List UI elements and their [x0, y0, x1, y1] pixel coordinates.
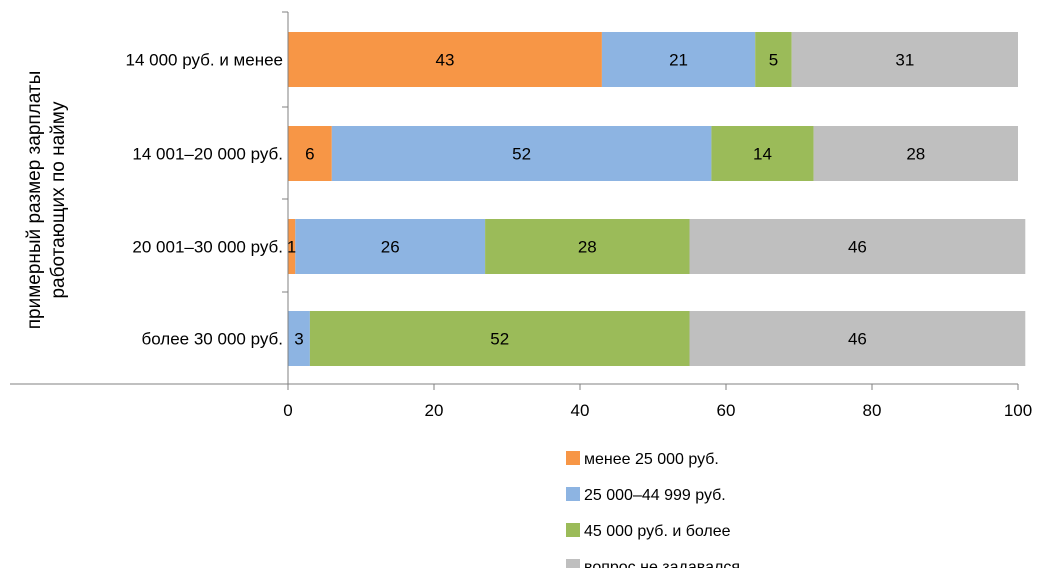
- category-label: 14 000 руб. и менее: [125, 51, 283, 70]
- legend-label: 25 000–44 999 руб.: [584, 487, 726, 504]
- bar-segment: [288, 311, 310, 366]
- bar-segment: [689, 311, 1026, 366]
- bar-segment: [295, 219, 486, 274]
- legend-label: 45 000 руб. и более: [584, 523, 731, 540]
- bar-segment: [288, 32, 602, 87]
- bar-segment: [288, 219, 296, 274]
- data-label: 26: [381, 238, 400, 257]
- bar-segment: [755, 32, 792, 87]
- data-label: 52: [512, 145, 531, 164]
- data-label: 3: [294, 330, 303, 349]
- data-label: 28: [578, 238, 597, 257]
- bar-segment: [791, 32, 1018, 87]
- bar-segment: [601, 32, 756, 87]
- legend: менее 25 000 руб. 25 000–44 999 руб. 45 00…: [566, 451, 740, 568]
- legend-label: вопрос не задавался: [584, 559, 740, 568]
- x-tick-label: 40: [571, 401, 590, 420]
- y-axis-title-line: работающих по найму: [48, 101, 69, 299]
- legend-swatch: [566, 523, 580, 537]
- x-tick-label: 80: [863, 401, 882, 420]
- y-axis-title: примерный размер зарплаты работающих по н…: [24, 71, 69, 330]
- bar-segment: [288, 126, 332, 181]
- legend-swatch: [566, 559, 580, 568]
- data-label: 6: [305, 145, 314, 164]
- category-label: 14 001–20 000 руб.: [132, 145, 283, 164]
- bar-segment: [813, 126, 1018, 181]
- legend-swatch: [566, 487, 580, 501]
- x-tick-label: 0: [283, 401, 292, 420]
- data-label: 14: [753, 145, 772, 164]
- axes-group: 14 000 руб. и менее 14 001–20 000 руб. 20 …: [10, 11, 1032, 420]
- data-label: 1: [287, 238, 296, 257]
- data-label: 46: [848, 238, 867, 257]
- x-tick-label: 100: [1004, 401, 1032, 420]
- y-axis-title-text: примерный размер зарплаты работающих по н…: [24, 71, 69, 330]
- bar-segment: [331, 126, 712, 181]
- data-label: 5: [769, 51, 778, 70]
- bar-segment: [309, 311, 690, 366]
- bar-segment: [711, 126, 814, 181]
- bars-group: 43 21 5 31 6 52 14 28 1 26 28 46 3 52 46: [287, 32, 1026, 366]
- data-label: 52: [490, 330, 509, 349]
- bar-segment: [485, 219, 690, 274]
- bar-segment: [689, 219, 1026, 274]
- category-label: 20 001–30 000 руб.: [132, 238, 283, 257]
- data-label: 28: [906, 145, 925, 164]
- data-label: 31: [895, 51, 914, 70]
- category-label: более 30 000 руб.: [141, 330, 283, 349]
- legend-swatch: [566, 451, 580, 465]
- data-label: 46: [848, 330, 867, 349]
- x-tick-label: 60: [717, 401, 736, 420]
- data-label: 43: [435, 51, 454, 70]
- x-tick-label: 20: [425, 401, 444, 420]
- y-axis-title-line: примерный размер зарплаты: [24, 71, 45, 330]
- legend-label: менее 25 000 руб.: [584, 451, 719, 468]
- data-label: 21: [669, 51, 688, 70]
